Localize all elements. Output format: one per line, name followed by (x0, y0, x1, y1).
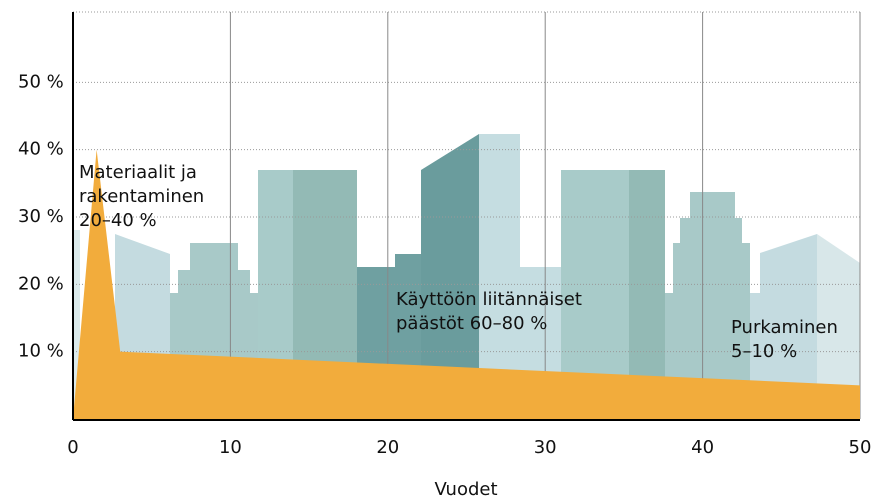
x-tick-label: 20 (376, 437, 399, 458)
area (73, 149, 860, 419)
x-axis-label: Vuodet (434, 479, 497, 500)
annotation: päästöt 60–80 % (396, 313, 547, 334)
annotation: Purkaminen (731, 317, 838, 338)
annotation: rakentaminen (79, 186, 204, 207)
x-tick-label: 30 (534, 437, 557, 458)
y-tick-label: 10 % (18, 341, 64, 362)
x-tick-label: 50 (849, 437, 872, 458)
x-tick-label: 0 (67, 437, 78, 458)
y-tick-label: 30 % (18, 206, 64, 227)
annotation: Käyttöön liitännäiset (396, 289, 582, 310)
annotation: Materiaalit ja (79, 162, 197, 183)
y-tick-label: 50 % (18, 71, 64, 92)
annotation: 5–10 % (731, 341, 797, 362)
x-tick-label: 40 (691, 437, 714, 458)
annotation: 20–40 % (79, 210, 157, 231)
y-tick-label: 20 % (18, 273, 64, 294)
y-tick-label: 40 % (18, 139, 64, 160)
x-tick-label: 10 (219, 437, 242, 458)
